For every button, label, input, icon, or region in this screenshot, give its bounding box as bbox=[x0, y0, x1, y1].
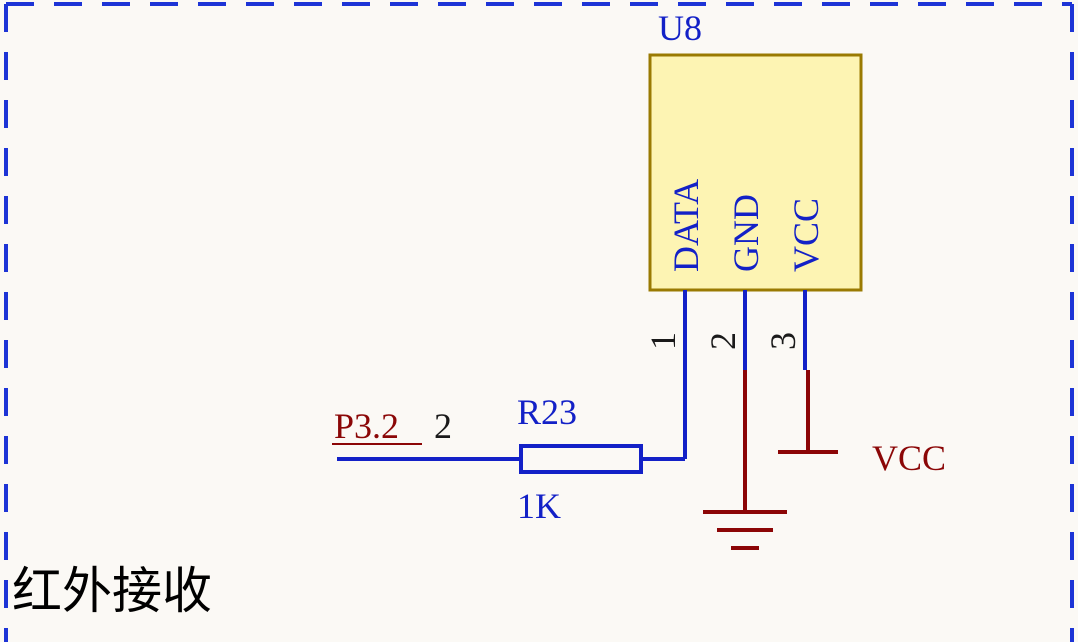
pin-number-2: 2 bbox=[703, 332, 743, 350]
pin-name-data: DATA bbox=[666, 179, 706, 272]
pin-number-3: 3 bbox=[763, 332, 803, 350]
resistor-value: 1K bbox=[517, 486, 561, 526]
sheet-title: 红外接收 bbox=[12, 563, 212, 619]
netlabel-name: P3.2 bbox=[334, 406, 399, 446]
vcc-label: VCC bbox=[872, 438, 946, 478]
pin-number-1: 1 bbox=[643, 332, 683, 350]
netlabel-pin-number: 2 bbox=[434, 406, 452, 446]
component-ref-u8: U8 bbox=[658, 8, 702, 48]
schematic-canvas: U8 1 DATA 2 GND 3 VCC VCC R23 1K P3.2 2 红外接收 bbox=[0, 0, 1078, 642]
resistor-body bbox=[521, 446, 641, 472]
pin-name-gnd: GND bbox=[726, 194, 766, 272]
pin-name-vcc: VCC bbox=[786, 198, 826, 272]
resistor-ref: R23 bbox=[517, 392, 577, 432]
